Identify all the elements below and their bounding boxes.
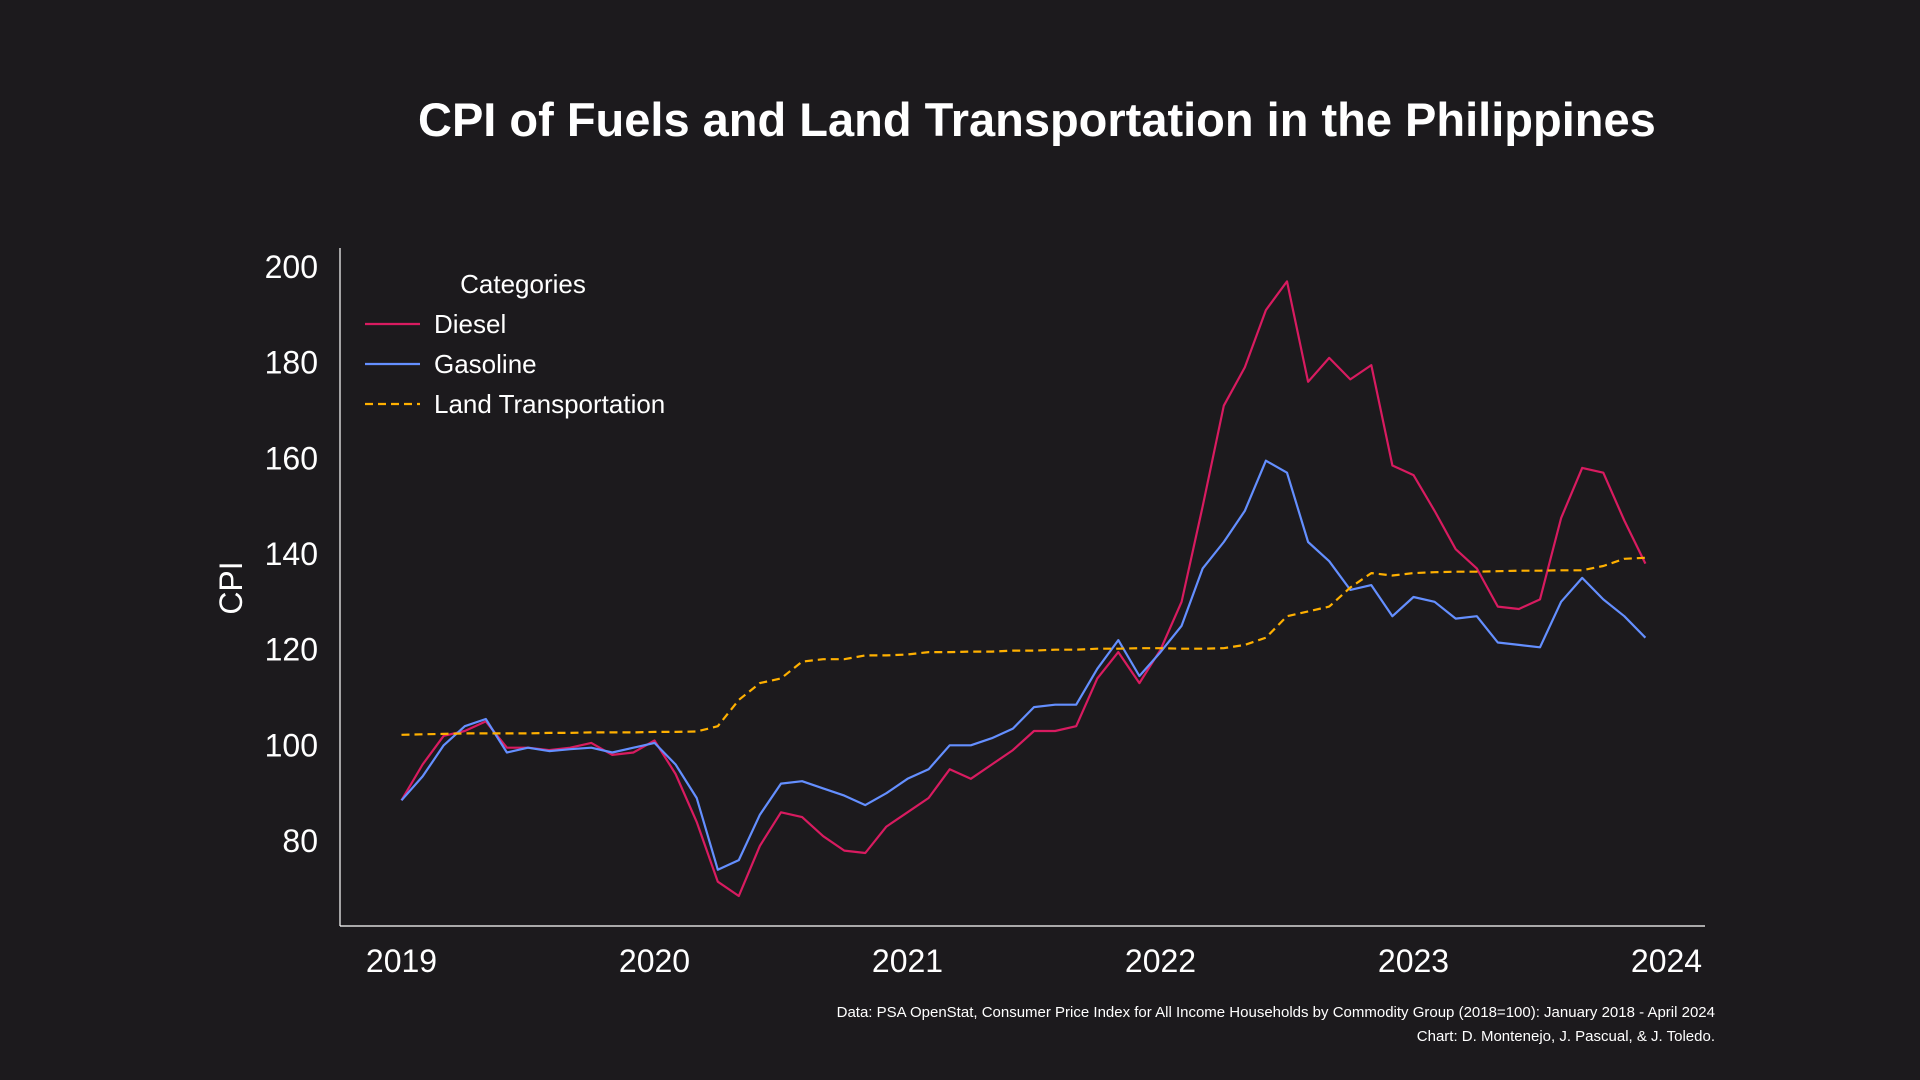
y-tick-label: 80 xyxy=(282,823,318,859)
series-lines xyxy=(400,280,1647,898)
y-tick-label: 160 xyxy=(265,440,318,476)
legend-label: Gasoline xyxy=(434,349,537,379)
footer-credit: Chart: D. Montenejo, J. Pascual, & J. To… xyxy=(1416,1028,1715,1045)
series-line-gasoline xyxy=(400,459,1647,871)
x-tick-label: 2023 xyxy=(1378,943,1449,979)
y-tick-label: 140 xyxy=(265,536,318,572)
footer-data-source: Data: PSA OpenStat, Consumer Price Index… xyxy=(836,1004,1715,1021)
y-axis-label: CPI xyxy=(213,561,249,614)
series-line-diesel xyxy=(400,280,1647,898)
legend-title: Categories xyxy=(460,269,586,299)
y-tick-label: 120 xyxy=(265,632,318,668)
legend: Categories Diesel Gasoline Land Transportat… xyxy=(365,269,665,419)
series-line-land-transportation xyxy=(401,556,1646,736)
y-tick-label: 180 xyxy=(265,345,318,381)
y-tick-label: 200 xyxy=(265,249,318,285)
y-tick-label: 100 xyxy=(265,727,318,763)
x-tick-label: 2022 xyxy=(1125,943,1196,979)
legend-label: Land Transportation xyxy=(434,389,665,419)
x-tick-label: 2021 xyxy=(872,943,943,979)
chart-title: CPI of Fuels and Land Transportation in … xyxy=(418,93,1656,146)
x-tick-label: 2024 xyxy=(1631,943,1702,979)
axes: 80 100 120 140 160 180 200 2019 2020 2021 2022 2023… xyxy=(213,248,1705,979)
x-tick-label: 2019 xyxy=(366,943,437,979)
legend-label: Diesel xyxy=(434,309,506,339)
x-tick-label: 2020 xyxy=(619,943,690,979)
